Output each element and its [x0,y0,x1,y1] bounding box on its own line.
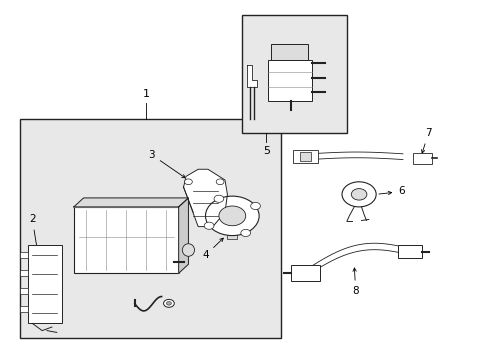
Text: 2: 2 [29,215,44,286]
Bar [27,244,61,323]
Bar [20,306,27,312]
Circle shape [205,196,259,235]
Circle shape [219,206,245,226]
Circle shape [241,229,250,237]
Circle shape [163,300,174,307]
Polygon shape [178,198,188,273]
Text: 6: 6 [378,186,404,197]
Circle shape [216,179,224,185]
Circle shape [184,179,192,185]
Bar [20,270,27,276]
Circle shape [204,222,214,229]
Bar [290,265,320,281]
Bar [293,150,317,163]
Bar [267,60,311,101]
Text: 8: 8 [352,268,358,296]
Bar [397,245,422,258]
Text: 5: 5 [263,146,269,156]
Bar [20,252,27,258]
Text: 3: 3 [148,150,185,178]
Bar [227,232,237,239]
Bar [74,207,178,273]
Circle shape [214,195,224,202]
Polygon shape [183,169,227,226]
Ellipse shape [182,244,194,256]
Bar [20,119,281,338]
Polygon shape [74,198,188,207]
Polygon shape [246,65,256,87]
Text: 4: 4 [202,238,223,260]
Bar [242,15,346,134]
Bar [271,44,307,60]
Text: 7: 7 [421,129,431,153]
Text: 1: 1 [142,89,149,99]
Bar [20,288,27,294]
Circle shape [350,189,366,200]
Circle shape [250,202,260,210]
Bar [412,153,431,163]
Circle shape [166,302,171,305]
Bar [299,152,311,161]
Circle shape [341,182,375,207]
